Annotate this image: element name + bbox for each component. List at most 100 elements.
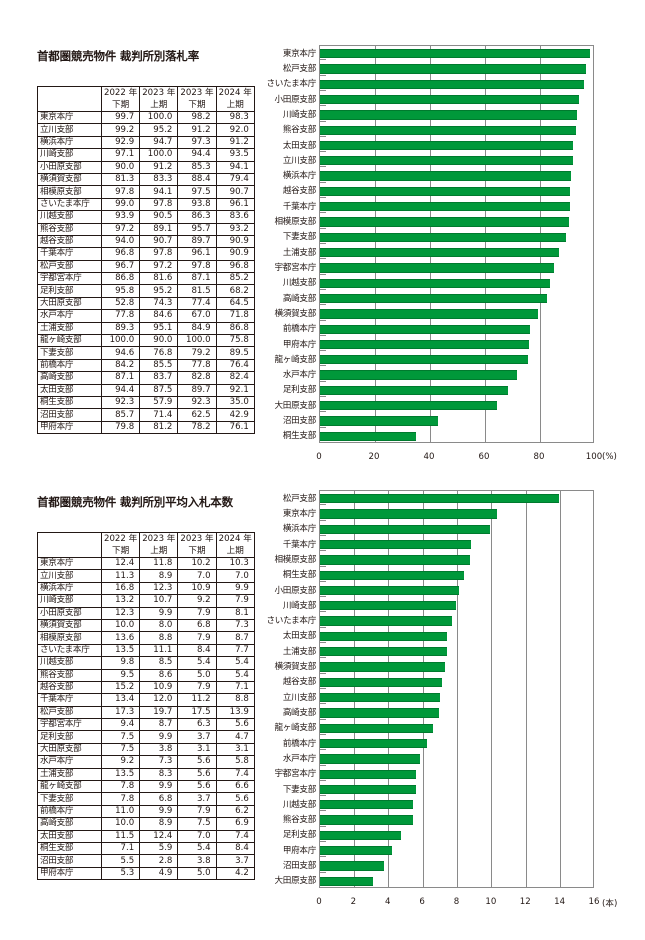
court-name: 千葉本庁 [37, 247, 102, 261]
value-cell: 17.3 [100, 705, 141, 720]
value-cell: 13.5 [100, 767, 141, 782]
y-category-label: 東京本庁 [282, 508, 316, 519]
value-cell: 6.2 [215, 804, 255, 819]
x-tick-label: 4 [385, 897, 391, 907]
gridline [422, 491, 424, 887]
value-cell: 87.1 [177, 272, 217, 286]
value-cell: 90.7 [139, 234, 179, 249]
y-tick-mark [320, 733, 326, 735]
y-tick-mark [320, 135, 326, 137]
value-cell: 93.5 [215, 148, 255, 162]
y-tick-mark [320, 626, 326, 628]
y-tick-mark [320, 856, 326, 858]
y-category-label: 前橋本庁 [282, 324, 316, 335]
y-category-label: 横須賀支部 [274, 308, 317, 319]
gridline [539, 46, 541, 442]
y-tick-mark [320, 749, 326, 751]
bar [320, 570, 465, 580]
value-cell: 10.9 [139, 680, 179, 695]
gridline [457, 491, 458, 887]
y-category-label: 水戸本庁 [282, 370, 316, 381]
y-category-label: 太田支部 [282, 631, 316, 642]
x-unit-label: (%) [602, 452, 617, 462]
bar [320, 309, 539, 319]
court-name: 足利支部 [37, 284, 102, 298]
bar [320, 263, 555, 273]
y-tick-mark [320, 611, 326, 613]
value-cell: 6.8 [177, 618, 217, 633]
value-cell: 7.7 [215, 643, 255, 658]
table-row: 大田原支部 52.8 74.3 77.4 64.5 [37, 296, 255, 311]
value-cell: 5.3 [100, 866, 141, 881]
table-row: 太田支部 11.5 12.4 7.0 7.4 [37, 829, 255, 844]
court-name: 水戸本庁 [37, 755, 102, 769]
y-tick-mark [320, 426, 326, 428]
y-category-label: 横浜本庁 [282, 524, 316, 535]
y-tick-mark [320, 258, 326, 260]
value-cell: 97.1 [100, 148, 141, 162]
y-category-label: 千葉本庁 [282, 539, 316, 550]
column-header-period: 上期 [139, 545, 179, 558]
value-cell: 11.1 [139, 643, 179, 658]
table-row: 横浜本庁 16.8 12.3 10.9 9.9 [37, 581, 255, 596]
court-name: 大田原支部 [37, 296, 102, 311]
value-cell: 77.8 [100, 309, 141, 323]
value-cell: 10.0 [100, 618, 141, 633]
court-name: 相模原支部 [37, 185, 102, 199]
value-cell: 7.1 [100, 841, 141, 856]
value-cell: 8.7 [139, 718, 179, 732]
table-row: 下妻支部 7.8 6.8 3.7 5.6 [37, 792, 255, 806]
bar [320, 416, 438, 426]
value-cell: 6.3 [177, 718, 217, 732]
value-cell: 92.3 [177, 395, 217, 410]
table-row: 川越支部 9.8 8.5 5.4 5.4 [37, 656, 255, 670]
value-cell: 96.7 [100, 259, 141, 274]
y-tick-mark [320, 565, 326, 567]
value-cell: 95.7 [177, 222, 217, 236]
value-cell: 96.1 [215, 197, 255, 212]
value-cell: 85.2 [215, 272, 255, 286]
court-name: 川崎支部 [37, 594, 102, 608]
x-tick-label: 14 [554, 897, 566, 907]
value-cell: 5.0 [177, 668, 217, 682]
bar [320, 769, 417, 779]
table-row: 横須賀支部 10.0 8.0 6.8 7.3 [37, 618, 255, 633]
table-row: 川越支部 93.9 90.5 86.3 83.6 [37, 210, 255, 224]
y-category-label: 下妻支部 [282, 232, 316, 243]
value-cell: 7.0 [215, 569, 255, 583]
value-cell: 95.1 [139, 321, 179, 336]
value-cell: 19.7 [139, 705, 179, 720]
y-category-label: 松戸支部 [282, 63, 316, 74]
bar [320, 631, 448, 642]
column-header-period: 下期 [177, 99, 217, 112]
bar [320, 754, 420, 764]
y-category-label: 松戸支部 [282, 493, 316, 504]
value-cell: 5.4 [177, 841, 217, 856]
bar [320, 738, 427, 749]
value-cell: 7.5 [177, 817, 217, 831]
value-cell: 90.0 [100, 160, 141, 174]
value-cell: 7.0 [177, 829, 217, 844]
value-cell: 9.9 [139, 606, 179, 620]
value-cell: 90.5 [139, 210, 179, 224]
y-tick-mark [320, 59, 326, 61]
value-cell: 11.8 [139, 556, 179, 571]
section2-title: 首都圏競売物件 裁判所別平均入札本数 [37, 495, 233, 509]
bar [320, 585, 460, 596]
bar [320, 370, 518, 380]
gridline [374, 46, 376, 442]
bar [320, 401, 498, 411]
y-category-label: 沼田支部 [282, 861, 316, 872]
column-header-year: 2023 年 [177, 532, 217, 545]
table-row: 高崎支部 10.0 8.9 7.5 6.9 [37, 817, 255, 831]
y-tick-mark [320, 642, 326, 644]
value-cell: 8.9 [139, 817, 179, 831]
value-cell: 71.8 [215, 309, 255, 323]
court-name: 立川支部 [37, 569, 102, 583]
value-cell: 3.7 [215, 854, 255, 868]
table-row: 沼田支部 85.7 71.4 62.5 42.9 [37, 408, 255, 422]
column-header-year: 2022 年 [100, 86, 141, 99]
court-name: 宇都宮本庁 [37, 272, 102, 286]
court-name: 宇都宮本庁 [37, 718, 102, 732]
value-cell: 7.0 [177, 569, 217, 583]
